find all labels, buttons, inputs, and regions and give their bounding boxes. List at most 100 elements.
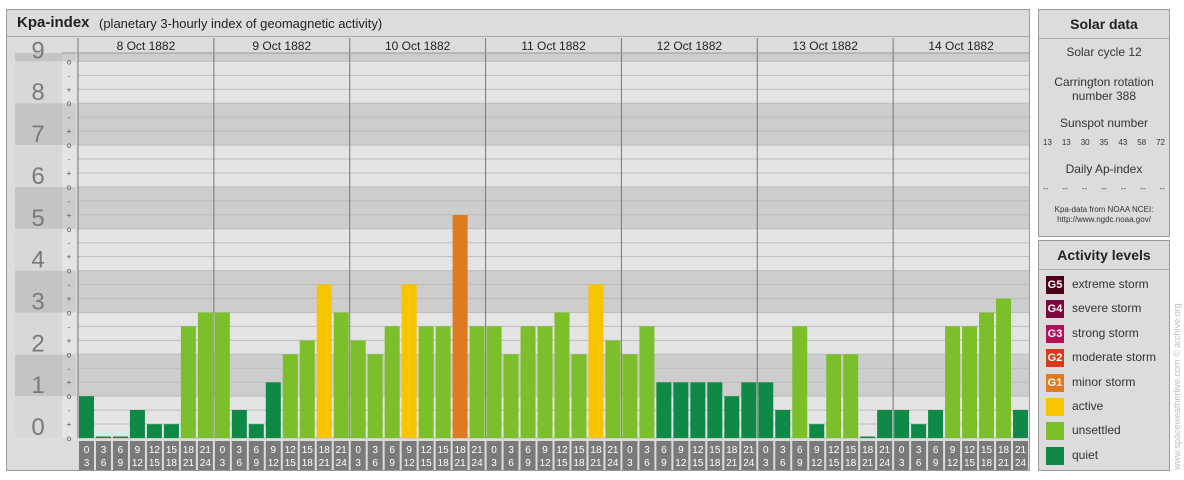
hour-start-label: 3 <box>916 445 922 456</box>
hour-end-label: 6 <box>237 458 243 469</box>
kp-bar <box>928 409 944 438</box>
ap-value: -- <box>1043 184 1049 193</box>
level-color-swatch: G5 <box>1046 276 1064 294</box>
sunspot-value: 13 <box>1043 138 1052 147</box>
kp-bar <box>282 354 298 438</box>
chart-title: Kpa-index <box>17 14 90 31</box>
kp-bar <box>367 354 383 438</box>
ap-index-title: Daily Ap-index <box>1065 162 1143 176</box>
hour-start-label: 6 <box>797 445 803 456</box>
activity-level-extreme-storm: G5 extreme storm <box>1046 276 1168 296</box>
y-minor-label: - <box>68 239 71 248</box>
sunspot-value: 72 <box>1156 138 1165 147</box>
hour-cell <box>537 441 553 470</box>
activity-level-moderate-storm: G2 moderate storm <box>1046 349 1168 369</box>
hour-end-label: 21 <box>998 458 1010 469</box>
hour-end-label: 6 <box>101 458 107 469</box>
hour-start-label: 12 <box>285 445 297 456</box>
grid-band <box>78 312 1029 355</box>
sunspot-value: 58 <box>1137 138 1147 147</box>
kp-bar <box>673 382 689 438</box>
day-label: 10 Oct 1882 <box>385 39 451 53</box>
hour-start-label: 9 <box>678 445 684 456</box>
y-minor-label: o <box>67 350 72 359</box>
y-minor-label: + <box>67 85 72 94</box>
kp-bar <box>554 312 570 438</box>
hour-start-label: 12 <box>149 445 161 456</box>
day-label: 13 Oct 1882 <box>793 39 859 53</box>
hour-cell <box>894 441 910 470</box>
hour-start-label: 6 <box>933 445 939 456</box>
hour-end-label: 24 <box>1015 458 1027 469</box>
hour-end-label: 21 <box>183 458 195 469</box>
hour-end-label: 3 <box>220 458 226 469</box>
day-label: 8 Oct 1882 <box>117 39 176 53</box>
ap-value: -- <box>1140 184 1146 193</box>
ap-value: -- <box>1081 184 1088 193</box>
activity-levels-title: Activity levels <box>1039 241 1169 270</box>
hour-start-label: 21 <box>1015 445 1027 456</box>
hour-cell <box>724 441 740 470</box>
kp-bar <box>996 298 1012 438</box>
hour-start-label: 18 <box>590 445 602 456</box>
grid-band <box>78 354 1029 397</box>
hour-end-label: 6 <box>916 458 922 469</box>
kp-bar <box>435 326 451 438</box>
hour-end-label: 3 <box>899 458 905 469</box>
level-color-swatch: G3 <box>1046 324 1064 343</box>
kp-bar <box>486 326 502 438</box>
kp-bar <box>622 354 638 438</box>
y-axis-band <box>15 312 62 355</box>
hour-cell <box>571 441 587 470</box>
kp-bar <box>95 436 111 438</box>
hour-cell <box>503 441 519 470</box>
hour-cell <box>962 441 978 470</box>
y-minor-label: o <box>67 434 72 443</box>
hour-cell <box>911 441 927 470</box>
kp-bar <box>112 436 128 438</box>
hour-cell <box>197 441 213 470</box>
kpa-chart: 0123456789o+-o+-o+-o+-o+-o+-o+-o+-o+-o8 … <box>15 37 1029 470</box>
hour-cell <box>367 441 383 470</box>
y-minor-label: + <box>67 336 72 345</box>
level-label: minor storm <box>1072 374 1136 389</box>
y-minor-label: + <box>67 295 72 304</box>
hour-start-label: 12 <box>421 445 433 456</box>
kp-bar <box>843 354 859 438</box>
hour-end-label: 3 <box>763 458 769 469</box>
kp-bar <box>299 340 315 438</box>
level-label: severe storm <box>1072 301 1142 316</box>
hour-start-label: 21 <box>472 445 484 456</box>
minor-axis-band <box>62 53 76 62</box>
kpa-chart-panel: 0 1 2 3 4 5 6 7 8 9 o + - o + - o + - o + - o + - o + - o + - o + - o + - o 8 … <box>6 9 1030 471</box>
hour-cell <box>95 441 111 470</box>
hour-end-label: 12 <box>947 458 959 469</box>
hour-cell <box>248 441 264 470</box>
hour-end-label: 6 <box>372 458 378 469</box>
y-axis-band <box>15 186 62 229</box>
y-axis-band <box>15 53 62 62</box>
hour-cell <box>163 441 179 470</box>
kp-bar <box>962 326 978 438</box>
hour-cell <box>1013 441 1028 470</box>
day-label: 12 Oct 1882 <box>657 39 723 53</box>
day-label: 14 Oct 1882 <box>928 39 994 53</box>
y-minor-label: + <box>67 169 72 178</box>
hour-end-label: 12 <box>675 458 687 469</box>
hour-end-label: 12 <box>268 458 280 469</box>
kp-bar <box>180 326 196 438</box>
minor-axis-band <box>62 61 76 104</box>
level-color-swatch <box>1046 446 1064 465</box>
hour-end-label: 24 <box>200 458 212 469</box>
y-axis-band <box>15 145 62 187</box>
hour-cell <box>860 441 876 470</box>
hour-start-label: 0 <box>763 445 769 456</box>
hour-cell <box>792 441 808 470</box>
hour-start-label: 3 <box>780 445 786 456</box>
hour-start-label: 3 <box>237 445 243 456</box>
carrington-rotation-line2: number 388 <box>1071 89 1137 103</box>
kp-bar <box>656 382 672 438</box>
activity-level-severe-storm: G4 severe storm <box>1046 300 1168 320</box>
kp-bar <box>469 326 485 438</box>
y-axis-band <box>15 228 62 271</box>
